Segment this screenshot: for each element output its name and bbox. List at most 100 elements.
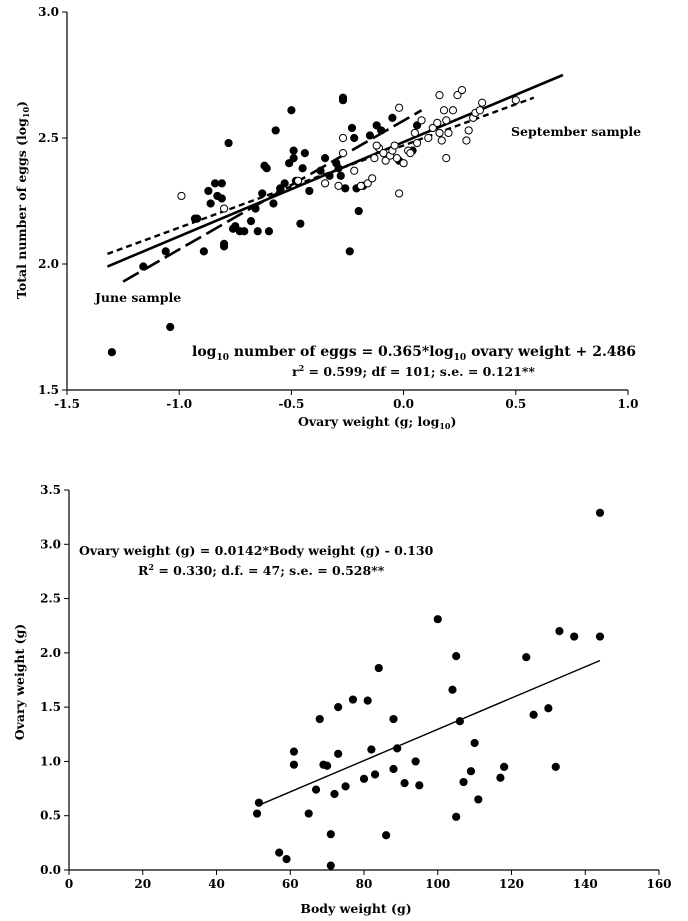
y-tick-label: 3.0 bbox=[38, 5, 59, 19]
september-data-point bbox=[390, 141, 399, 150]
september-data-point bbox=[478, 98, 487, 107]
september-data-point bbox=[435, 91, 444, 100]
data-point bbox=[289, 747, 299, 756]
september-data-point bbox=[379, 149, 388, 158]
june-data-point bbox=[228, 224, 238, 233]
x-tick-label: 40 bbox=[208, 877, 225, 891]
regression-june-line bbox=[122, 109, 423, 283]
september-data-point bbox=[464, 126, 473, 135]
y-tick-label: 0.0 bbox=[40, 863, 61, 877]
x-tick-label: 1.0 bbox=[618, 397, 639, 411]
x-tick-label: -1.5 bbox=[54, 397, 80, 411]
june-data-point bbox=[161, 247, 170, 256]
june-data-point bbox=[377, 126, 386, 135]
data-point bbox=[275, 848, 284, 857]
june-data-point bbox=[190, 214, 200, 223]
y-tick-label: 3.5 bbox=[40, 483, 61, 497]
data-point bbox=[433, 615, 442, 624]
september-data-point bbox=[334, 181, 343, 190]
x-tick-label: 60 bbox=[282, 877, 299, 891]
data-point bbox=[326, 861, 335, 870]
june-data-point bbox=[217, 194, 226, 203]
june-sample-label: June sample bbox=[94, 290, 181, 305]
data-point bbox=[370, 770, 380, 779]
x-tick-label: -1.0 bbox=[166, 397, 192, 411]
x-tick-label: 0.5 bbox=[505, 397, 526, 411]
june-data-point bbox=[217, 179, 226, 188]
september-data-point bbox=[338, 133, 348, 143]
data-point bbox=[452, 652, 461, 661]
data-point bbox=[400, 779, 409, 788]
y-tick-label: 0.5 bbox=[40, 809, 61, 823]
september-data-point bbox=[424, 133, 433, 143]
data-point bbox=[455, 717, 464, 726]
data-point bbox=[452, 812, 461, 821]
data-point bbox=[311, 785, 321, 794]
data-point bbox=[363, 696, 372, 705]
x-axis-title: Ovary weight (g; log10) bbox=[298, 414, 456, 431]
data-point bbox=[389, 714, 398, 724]
y-tick-label: 3.0 bbox=[40, 537, 61, 551]
september-data-point bbox=[435, 128, 444, 138]
june-data-point bbox=[211, 179, 220, 188]
september-data-point bbox=[475, 106, 484, 115]
september-data-point bbox=[356, 181, 366, 190]
data-point bbox=[326, 830, 335, 839]
june-data-point bbox=[289, 146, 298, 155]
september-data-point bbox=[395, 103, 404, 112]
data-point bbox=[595, 632, 605, 641]
data-point bbox=[389, 764, 398, 774]
september-data-point bbox=[410, 128, 419, 138]
data-point bbox=[367, 745, 376, 754]
september-data-point bbox=[442, 154, 451, 163]
september-data-point bbox=[381, 156, 390, 165]
regression-lines bbox=[256, 659, 601, 807]
june-data-point bbox=[280, 179, 289, 188]
september-data-point bbox=[433, 118, 442, 127]
data-point bbox=[359, 774, 369, 783]
data-point bbox=[415, 781, 424, 790]
x-axis-title: Body weight (g) bbox=[300, 901, 411, 916]
x-tick-label: 0 bbox=[65, 877, 73, 891]
regression-line bbox=[256, 659, 601, 807]
june-data-point bbox=[354, 206, 363, 216]
data-point bbox=[334, 749, 343, 758]
y-tick-label: 2.5 bbox=[40, 592, 61, 606]
june-data-point bbox=[269, 199, 278, 208]
june-data-point bbox=[204, 186, 213, 196]
june-data-point bbox=[296, 219, 305, 228]
june-data-point bbox=[316, 166, 325, 175]
september-data-point bbox=[448, 106, 458, 115]
june-data-point bbox=[332, 159, 341, 168]
data-point bbox=[289, 760, 299, 769]
september-data-point bbox=[392, 154, 401, 163]
data-point bbox=[341, 782, 350, 791]
regression-september-line bbox=[106, 96, 535, 256]
ovary-weight-chart: 0 20 40 60 80 100 120 140 160 0.0 0.5 1.0 1.5 2.0 2.5 3… bbox=[12, 483, 672, 916]
x-tick-label: 120 bbox=[499, 877, 524, 891]
september-data-point bbox=[453, 91, 462, 100]
data-point bbox=[459, 777, 468, 787]
june-data-point bbox=[289, 154, 298, 163]
september-data-point bbox=[406, 149, 415, 158]
data-point bbox=[348, 695, 358, 704]
june-data-point bbox=[305, 186, 314, 196]
june-data-point bbox=[107, 348, 116, 357]
june-data-point bbox=[320, 154, 330, 163]
data-point bbox=[252, 809, 262, 818]
x-tick-label: 160 bbox=[646, 877, 671, 891]
data-point bbox=[595, 508, 605, 517]
june-data-point bbox=[365, 131, 375, 140]
june-data-point bbox=[271, 126, 280, 135]
axis-ticks: 0 20 40 60 80 100 120 140 160 0.0 0.5 1.0 1.5 2.0 2.5 3… bbox=[40, 483, 671, 891]
september-data-point bbox=[437, 136, 446, 145]
june-data-point bbox=[345, 247, 354, 256]
june-data-point bbox=[338, 96, 348, 105]
september-data-point bbox=[363, 179, 372, 188]
june-data-point bbox=[285, 159, 294, 168]
september-data-point bbox=[462, 136, 471, 145]
x-tick-label: -0.5 bbox=[278, 397, 304, 411]
june-data-point bbox=[276, 184, 285, 193]
data-point bbox=[555, 627, 564, 636]
